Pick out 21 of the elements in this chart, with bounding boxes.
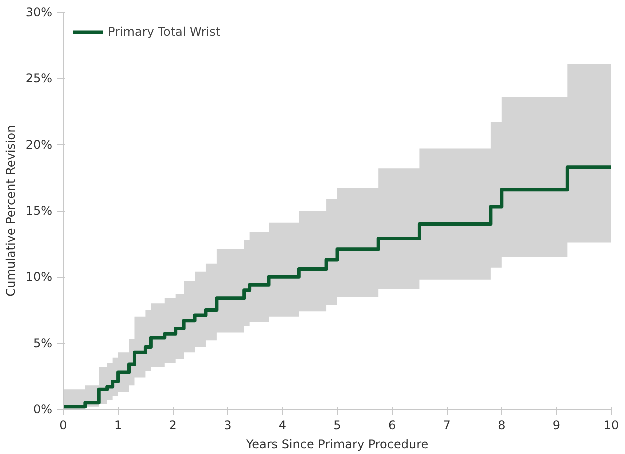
x-axis-title: Years Since Primary Procedure [245,438,429,452]
x-tick-label: 7 [443,418,451,432]
x-tick-label: 8 [498,418,506,432]
x-tick-label: 4 [278,418,287,432]
legend-label: Primary Total Wrist [108,25,221,39]
y-tick-label: 20% [26,138,52,152]
y-tick-label: 5% [33,336,53,350]
x-tick-label: 3 [224,418,232,432]
y-tick-label: 25% [26,72,52,86]
x-tick-label: 9 [552,418,561,432]
x-tick-label: 2 [169,418,177,432]
y-tick-label: 10% [26,270,52,284]
y-tick-label: 30% [26,6,52,20]
x-tick-label: 10 [604,418,620,432]
x-tick-label: 0 [60,418,68,432]
y-tick-label: 15% [26,204,52,218]
x-tick-label: 5 [334,418,342,432]
y-tick-label: 0% [33,402,53,416]
y-axis-title: Cumulative Percent Revision [4,125,18,297]
x-tick-label: 1 [114,418,122,432]
x-tick-label: 6 [388,418,396,432]
